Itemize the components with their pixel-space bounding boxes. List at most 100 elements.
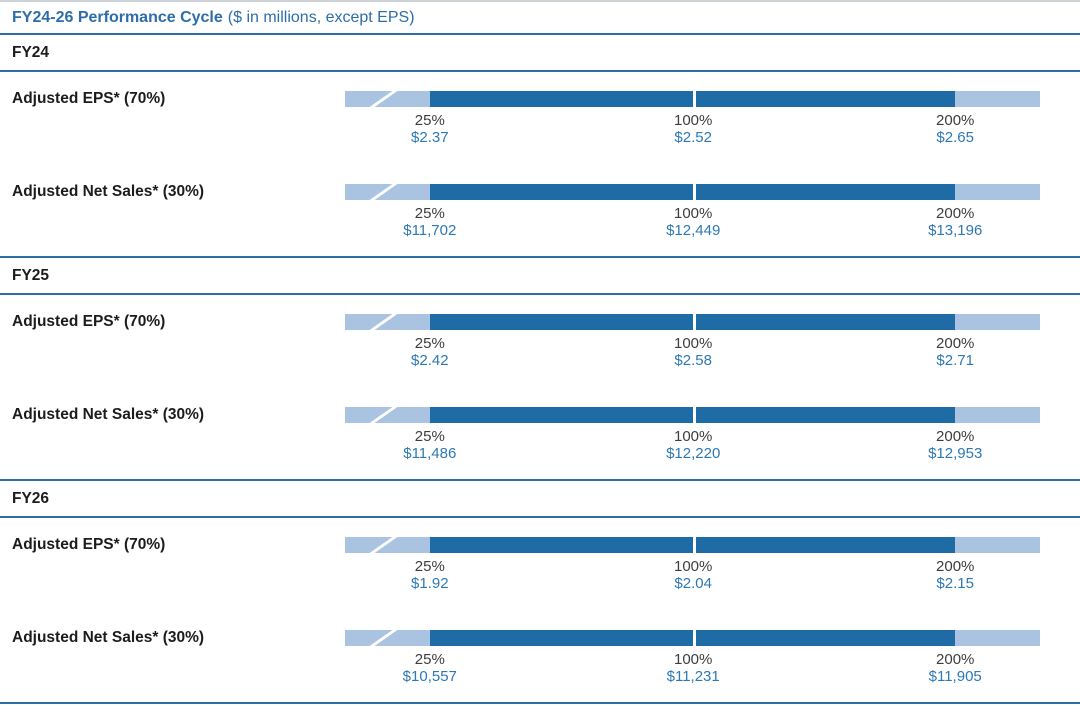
target-tick-mark	[693, 407, 697, 423]
tick-target: 100% $2.04	[674, 553, 712, 592]
axis-break-icon	[365, 314, 402, 330]
payout-percent-label: 100%	[673, 651, 713, 668]
payout-percent-label: 100%	[674, 558, 713, 575]
payout-scale: 25% $10,557 100% $11,231 200% $11,905	[345, 630, 1040, 688]
payout-scale: 25% $11,702 100% $12,449 200% $13,196	[345, 184, 1040, 242]
figure-title: FY24-26 Performance Cycle ($ in millions,…	[0, 2, 1080, 35]
section-header-fy24: FY24	[0, 35, 1080, 72]
tick-labels: 25% $11,702 100% $12,449 200% $13,196	[345, 200, 1040, 242]
payout-goal-value: $2.42	[411, 352, 449, 369]
figure-title-main: FY24-26 Performance Cycle	[12, 9, 223, 26]
payout-percent-label: 100%	[674, 335, 713, 352]
axis-break-icon	[365, 91, 402, 107]
payout-goal-value: $12,220	[666, 445, 721, 462]
metric-label: Adjusted Net Sales* (30%)	[12, 629, 205, 646]
tick-labels: 25% $2.42 100% $2.58 200% $2.71	[345, 330, 1040, 372]
payout-goal-value: $1.92	[411, 575, 449, 592]
payout-goal-value: $2.04	[674, 575, 712, 592]
tick-maximum: 200% $2.65	[936, 107, 974, 146]
metric-row-fy26-net-sales: Adjusted Net Sales* (30%) 25% $10,557 10…	[0, 630, 1080, 688]
tick-labels: 25% $11,486 100% $12,220 200% $12,953	[345, 423, 1040, 465]
tick-threshold: 25% $2.37	[411, 107, 449, 146]
payout-percent-label: 200%	[936, 651, 975, 668]
tick-maximum: 200% $2.71	[936, 330, 974, 369]
figure-title-units: ($ in millions, except EPS)	[227, 9, 415, 26]
payout-scale: 25% $2.42 100% $2.58 200% $2.71	[345, 314, 1040, 372]
payout-goal-value: $11,905	[928, 668, 982, 685]
metric-label: Adjusted EPS* (70%)	[12, 536, 166, 553]
metric-label: Adjusted Net Sales* (30%)	[12, 406, 205, 423]
payout-goal-value: $2.71	[936, 352, 974, 369]
tick-maximum: 200% $12,953	[928, 423, 982, 462]
payout-goal-value: $11,231	[666, 668, 720, 685]
tick-maximum: 200% $11,905	[929, 646, 982, 685]
payout-percent-label: 25%	[414, 112, 445, 129]
payout-goal-value: $2.52	[674, 129, 712, 146]
payout-percent-label: 200%	[936, 112, 975, 129]
section-header-fy26: FY26	[0, 481, 1080, 518]
axis-break-icon	[365, 407, 402, 423]
tick-threshold: 25% $2.42	[411, 330, 449, 369]
payout-percent-label: 200%	[936, 205, 975, 222]
target-tick-mark	[693, 537, 697, 553]
payout-percent-label: 100%	[674, 112, 713, 129]
payout-percent-label: 25%	[414, 558, 445, 575]
payout-goal-value: $2.15	[936, 575, 974, 592]
payout-scale: 25% $2.37 100% $2.52 200% $2.65	[345, 91, 1040, 149]
bar-fill	[429, 407, 956, 423]
target-tick-mark	[693, 91, 697, 107]
axis-break-icon	[365, 630, 402, 646]
metric-label: Adjusted EPS* (70%)	[12, 90, 166, 107]
bar-track	[345, 537, 1040, 553]
metric-label: Adjusted Net Sales* (30%)	[12, 183, 205, 200]
metric-row-fy25-eps: Adjusted EPS* (70%) 25% $2.42 100% $2.58	[0, 314, 1080, 372]
payout-percent-label: 200%	[936, 558, 975, 575]
payout-goal-value: $2.65	[936, 129, 974, 146]
axis-break-icon	[365, 184, 402, 200]
payout-goal-value: $12,449	[666, 222, 721, 239]
payout-percent-label: 200%	[936, 428, 975, 445]
payout-percent-label: 25%	[414, 335, 445, 352]
bar-track	[345, 314, 1040, 330]
payout-goal-value: $2.58	[674, 352, 712, 369]
payout-percent-label: 200%	[936, 335, 975, 352]
payout-goal-value: $12,953	[928, 445, 983, 462]
payout-goal-value: $11,702	[403, 222, 457, 239]
payout-goal-value: $10,557	[402, 668, 457, 685]
metric-label: Adjusted EPS* (70%)	[12, 313, 166, 330]
payout-scale: 25% $1.92 100% $2.04 200% $2.15	[345, 537, 1040, 595]
section-header-fy25: FY25	[0, 258, 1080, 295]
payout-scale: 25% $11,486 100% $12,220 200% $12,953	[345, 407, 1040, 465]
tick-threshold: 25% $10,557	[403, 646, 457, 685]
bar-fill	[429, 184, 956, 200]
payout-percent-label: 25%	[414, 428, 445, 445]
bar-fill	[429, 630, 956, 646]
tick-maximum: 200% $13,196	[928, 200, 982, 239]
bar-fill	[429, 537, 956, 553]
tick-maximum: 200% $2.15	[936, 553, 974, 592]
bar-fill	[429, 314, 956, 330]
section-body-fy26: Adjusted EPS* (70%) 25% $1.92 100% $2.04	[0, 537, 1080, 704]
tick-target: 100% $11,231	[667, 646, 720, 685]
metric-row-fy25-net-sales: Adjusted Net Sales* (30%) 25% $11,486 10…	[0, 407, 1080, 465]
tick-labels: 25% $10,557 100% $11,231 200% $11,905	[345, 646, 1040, 688]
bar-fill	[429, 91, 956, 107]
tick-target: 100% $12,449	[666, 200, 720, 239]
target-tick-mark	[693, 630, 697, 646]
section-body-fy25: Adjusted EPS* (70%) 25% $2.42 100% $2.58	[0, 314, 1080, 481]
payout-goal-value: $11,486	[403, 445, 457, 462]
tick-threshold: 25% $11,486	[403, 423, 456, 462]
tick-labels: 25% $1.92 100% $2.04 200% $2.15	[345, 553, 1040, 595]
section-body-fy24: Adjusted EPS* (70%) 25% $2.37 100% $2.52	[0, 91, 1080, 258]
tick-target: 100% $2.52	[674, 107, 712, 146]
payout-goal-value: $2.37	[411, 129, 449, 146]
bar-track	[345, 91, 1040, 107]
tick-target: 100% $2.58	[674, 330, 712, 369]
payout-goal-value: $13,196	[928, 222, 983, 239]
target-tick-mark	[693, 314, 697, 330]
axis-break-icon	[365, 537, 402, 553]
metric-row-fy24-net-sales: Adjusted Net Sales* (30%) 25% $11,702 10…	[0, 184, 1080, 242]
bar-track	[345, 407, 1040, 423]
tick-labels: 25% $2.37 100% $2.52 200% $2.65	[345, 107, 1040, 149]
